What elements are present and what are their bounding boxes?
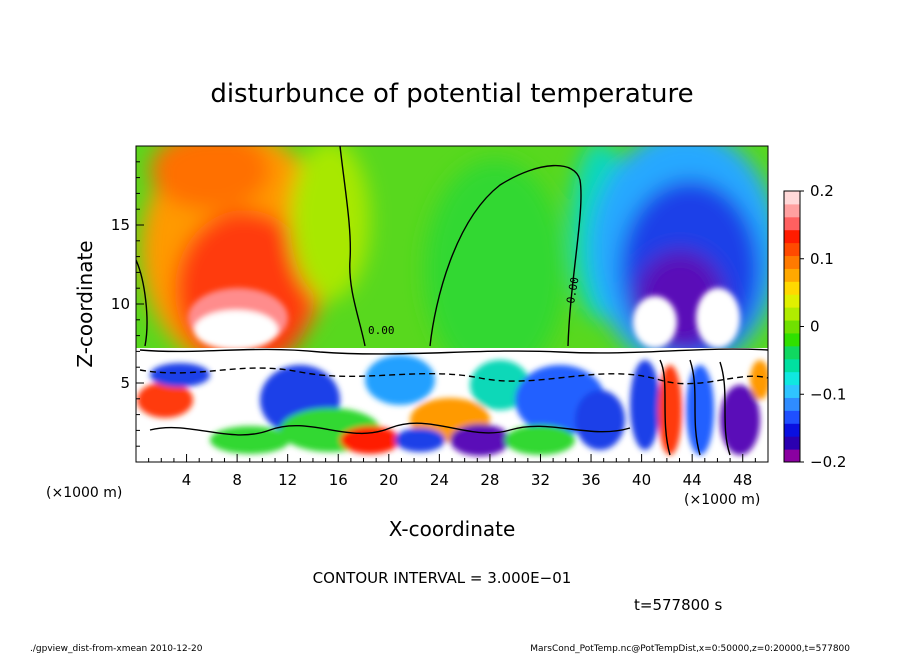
colorbar-swatch [784, 449, 800, 463]
x-tick-label: 16 [329, 471, 348, 489]
contour-label: 0.00 [564, 276, 581, 304]
colorbar: 0.2 0.1 0 −0.1 −0.2 [783, 182, 846, 471]
colorbar-swatches [784, 191, 800, 463]
colorbar-swatch [784, 410, 800, 424]
contour-lines [136, 146, 768, 456]
green-updraft [425, 160, 565, 380]
colorbar-tick-label: −0.1 [810, 385, 846, 403]
hot-core [188, 288, 740, 350]
colorbar-swatch [784, 216, 800, 231]
footer-left: ./gpview_dist-from-xmean 2010-12-20 [30, 644, 203, 654]
x-axis-unit-left: (×1000 m) [46, 485, 122, 501]
colorbar-swatch [784, 242, 800, 257]
colorbar-tick-label: 0 [810, 318, 820, 336]
colorbar-swatch [784, 320, 800, 334]
bl-patch [210, 426, 290, 454]
cold-core-right [696, 288, 740, 348]
y-axis-label: Z-coordinate [73, 240, 97, 367]
x-tick-label: 24 [430, 471, 449, 489]
contour-bl-dashed [139, 367, 768, 385]
colorbar-swatch [784, 307, 800, 321]
bl-patch [720, 385, 760, 455]
colorbar-tick-label: 0.2 [810, 182, 834, 200]
heatmap-field: 0.00 0.00 [136, 146, 768, 462]
boundary-layer-patches [137, 355, 768, 456]
footer-right: MarsCond_PotTemp.nc@PotTempDist,x=0:5000… [530, 644, 850, 654]
bl-patch [340, 426, 400, 454]
x-tick-label: 12 [278, 471, 297, 489]
colorbar-swatch [784, 281, 800, 295]
bl-patch [137, 382, 193, 418]
y-tick-label: 5 [120, 374, 130, 392]
y-axis: 5 10 15 [111, 161, 144, 447]
hot-core-white [194, 310, 278, 350]
y-tick-label: 10 [111, 295, 130, 313]
time-label: t=577800 s [634, 596, 722, 614]
bl-patch [658, 365, 682, 455]
boundary-layer [136, 348, 768, 462]
bl-patch [150, 363, 210, 387]
bl-patch [365, 355, 435, 405]
contour-bl-top [139, 348, 768, 355]
bl-patch [395, 428, 445, 452]
colorbar-swatch [784, 203, 800, 218]
cold-core-left [633, 296, 677, 348]
chart-title: disturbunce of potential temperature [210, 79, 693, 109]
x-axis-unit-right: (×1000 m) [684, 492, 760, 508]
bl-patch [505, 425, 575, 455]
y-tick-label: 15 [111, 216, 130, 234]
warm-plume-top [150, 146, 270, 210]
colorbar-swatch [784, 229, 800, 244]
contour-label: 0.00 [368, 324, 395, 337]
colorbar-swatch [784, 358, 800, 373]
colorbar-swatch [784, 384, 800, 398]
x-tick-label: 32 [531, 471, 550, 489]
lime-band [290, 146, 370, 300]
x-tick-label: 20 [379, 471, 398, 489]
colorbar-swatch [784, 423, 800, 437]
x-tick-label: 36 [581, 471, 600, 489]
x-tick-label: 4 [182, 471, 192, 489]
colorbar-tick-label: 0.1 [810, 250, 834, 268]
bl-patch [575, 390, 625, 450]
contour-zero-mid [429, 164, 582, 347]
x-axis-label: X-coordinate [389, 517, 516, 541]
colorbar-swatch [784, 436, 800, 450]
x-tick-label: 40 [632, 471, 651, 489]
colorbar-swatch [784, 268, 800, 282]
colorbar-ticks: 0.2 0.1 0 −0.1 −0.2 [800, 182, 846, 471]
contour-zero-left [339, 146, 366, 347]
colorbar-swatch [784, 397, 800, 411]
x-tick-label: 8 [232, 471, 242, 489]
colorbar-swatch [784, 191, 800, 205]
contour-labels: 0.00 0.00 [368, 276, 582, 337]
contour-left-edge [136, 259, 148, 347]
x-axis: 4 8 12 16 20 24 28 32 36 40 44 48 [148, 454, 756, 489]
bl-patch [750, 360, 768, 400]
colorbar-swatch [784, 371, 800, 386]
contour-bl-low [149, 422, 631, 436]
bl-patch [470, 360, 530, 410]
colorbar-swatch [784, 332, 800, 347]
bl-patch [630, 360, 660, 450]
colorbar-tick-label: −0.2 [810, 453, 846, 471]
x-tick-label: 44 [683, 471, 702, 489]
colorbar-swatch [784, 255, 800, 269]
colorbar-swatch [784, 294, 800, 308]
contour-interval: CONTOUR INTERVAL = 3.000E−01 [313, 569, 572, 587]
colorbar-swatch [784, 345, 800, 360]
x-tick-label: 28 [480, 471, 499, 489]
bl-patch [686, 365, 714, 455]
contour-bl-loops [659, 359, 731, 456]
x-tick-label: 48 [733, 471, 752, 489]
